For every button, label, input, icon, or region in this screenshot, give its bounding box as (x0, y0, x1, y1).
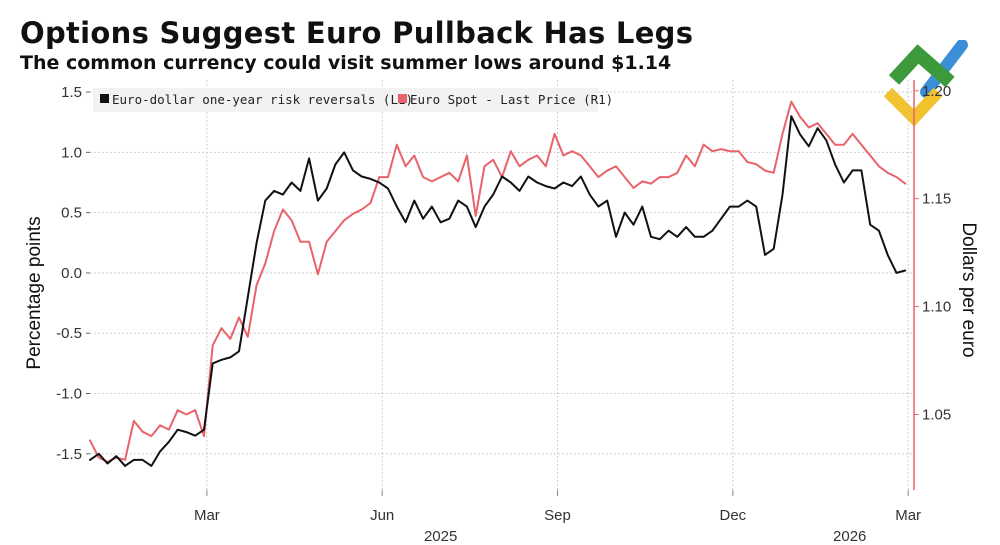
left-tick-label: 1.5 (61, 84, 82, 101)
left-tick-label: -1.0 (56, 386, 82, 403)
x-tick-label: Sep (544, 507, 571, 524)
x-axis-ticks: Mar Jun Sep Dec Mar (194, 490, 921, 524)
x-tick-label: Mar (194, 507, 220, 524)
left-axis-ticks: 1.5 1.0 0.5 0.0 -0.5 -1.0 -1.5 (56, 84, 90, 463)
right-axis-title: Dollars per euro (958, 222, 979, 357)
x-tick-label: Dec (719, 507, 746, 524)
left-tick-label: -1.5 (56, 446, 82, 463)
left-tick-label: 0.0 (61, 265, 82, 282)
left-tick-label: -0.5 (56, 325, 82, 342)
series-line-euro-spot (89, 100, 907, 463)
right-tick-label: 1.20 (922, 83, 951, 100)
year-labels: 2025 2026 (424, 528, 866, 545)
right-tick-label: 1.10 (922, 299, 951, 316)
series-lines (89, 100, 907, 467)
series-line-risk-reversals (89, 115, 907, 467)
legend-swatch-euro-spot (398, 94, 407, 103)
x-tick-label: Mar (895, 507, 921, 524)
left-tick-label: 0.5 (61, 205, 82, 222)
legend: Euro-dollar one-year risk reversals (L1)… (93, 88, 613, 112)
x-tick-label: Jun (370, 507, 394, 524)
chart-title: Options Suggest Euro Pullback Has Legs (20, 16, 694, 50)
year-label: 2025 (424, 528, 457, 545)
grid (90, 80, 914, 490)
right-tick-label: 1.05 (922, 406, 951, 423)
left-axis-title: Percentage points (24, 216, 45, 369)
legend-swatch-risk-reversals (100, 94, 109, 103)
legend-box (93, 88, 598, 112)
legend-label-euro-spot: Euro Spot - Last Price (R1) (410, 92, 613, 107)
year-label: 2026 (833, 528, 866, 545)
right-tick-label: 1.15 (922, 191, 951, 208)
left-tick-label: 1.0 (61, 144, 82, 161)
chart-subtitle: The common currency could visit summer l… (20, 52, 672, 74)
legend-label-risk-reversals: Euro-dollar one-year risk reversals (L1) (112, 92, 413, 107)
right-axis-ticks: 1.20 1.15 1.10 1.05 (914, 83, 951, 423)
